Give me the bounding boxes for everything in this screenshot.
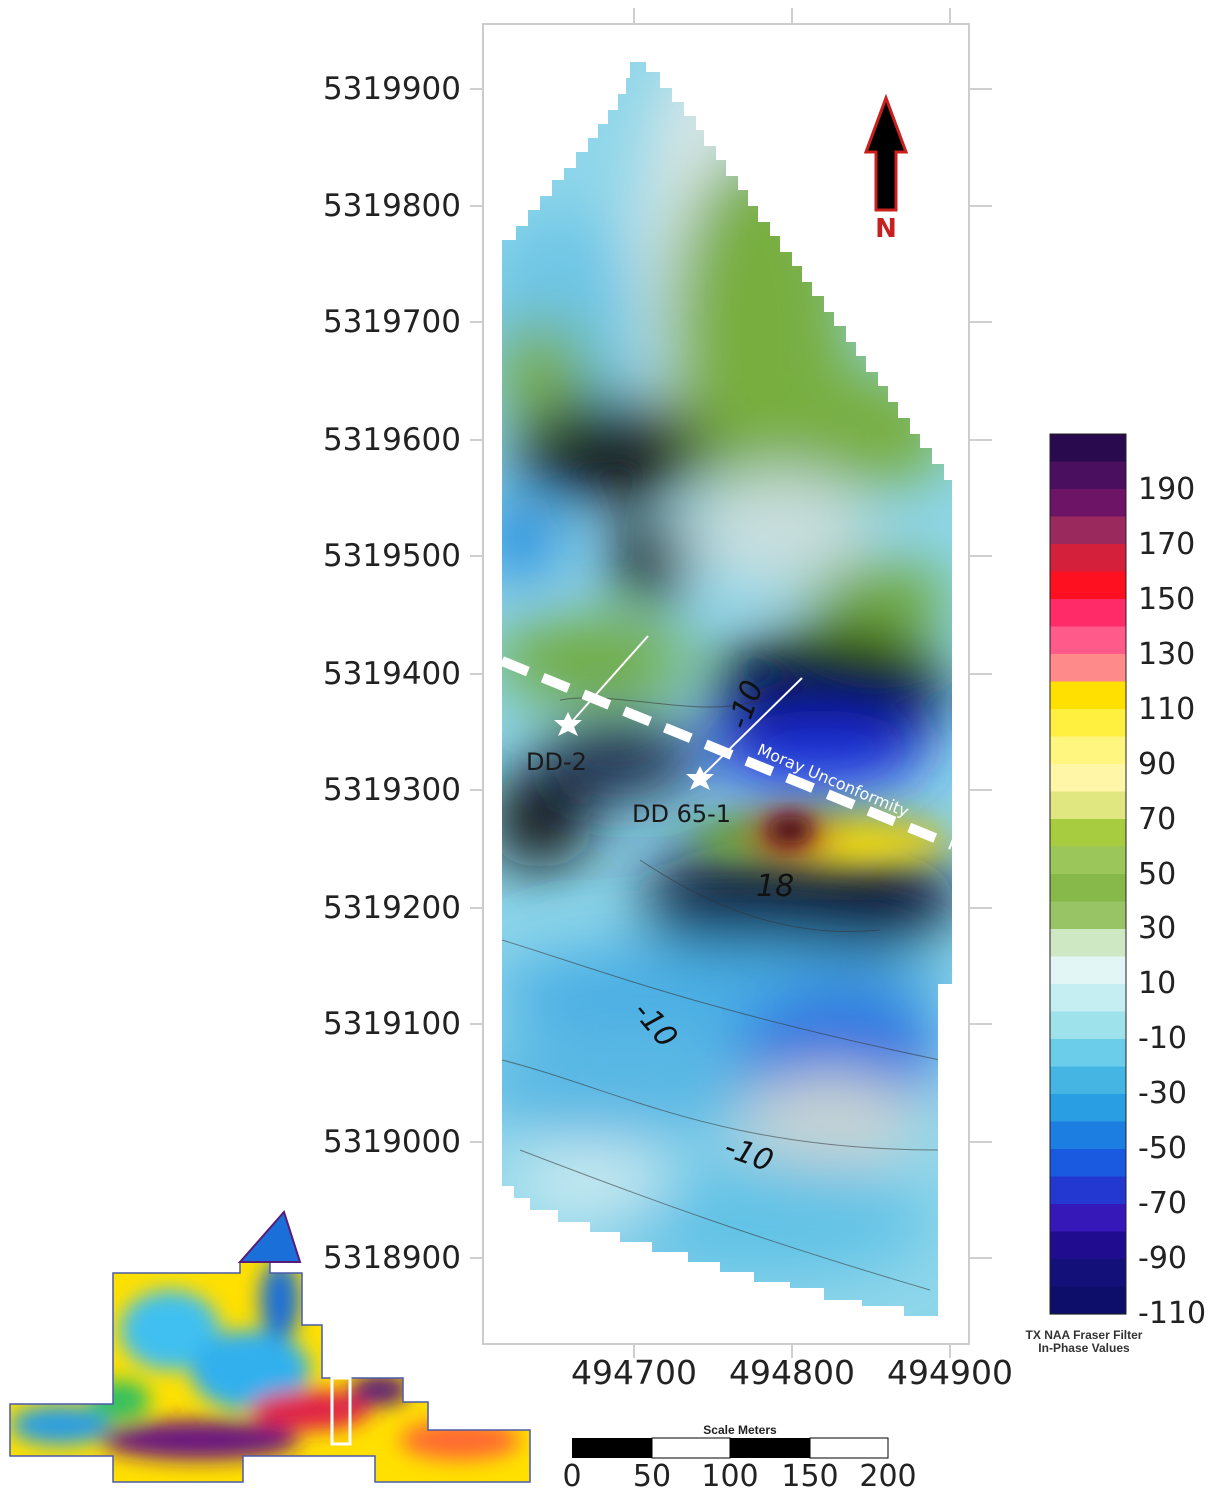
y-tick-label: 5319000 xyxy=(322,1124,461,1160)
legend-label: -50 xyxy=(1138,1131,1187,1167)
legend-swatch xyxy=(1050,764,1126,793)
north-label: N xyxy=(875,214,897,244)
legend-swatch xyxy=(1050,1176,1126,1205)
y-tick-label: 5319500 xyxy=(322,538,461,574)
legend-label: 90 xyxy=(1138,746,1177,782)
legend-title: TX NAA Fraser Filter In-Phase Values xyxy=(996,1329,1172,1355)
legend-swatch xyxy=(1050,929,1126,958)
drill-trace-dd65-1 xyxy=(699,677,803,779)
well-marker-dd65-1 xyxy=(686,766,714,790)
legend-title-line2: In-Phase Values xyxy=(1038,1341,1130,1355)
legend-swatch xyxy=(1050,461,1126,490)
north-arrow-icon xyxy=(863,93,909,212)
legend-label: 30 xyxy=(1138,911,1177,947)
y-tick-label: 5319200 xyxy=(322,890,461,926)
legend-label: 150 xyxy=(1138,581,1196,617)
inset-locator-box xyxy=(330,1376,352,1446)
well-marker-dd2 xyxy=(554,712,582,736)
legend-swatch xyxy=(1050,1204,1126,1233)
y-tick-label: 5319400 xyxy=(322,656,461,692)
legend-swatch xyxy=(1050,1149,1126,1178)
y-tick-marks xyxy=(470,8,992,1358)
scale-label: 50 xyxy=(632,1459,672,1494)
legend-swatch xyxy=(1050,709,1126,738)
legend-swatch xyxy=(1050,1094,1126,1123)
well-label-dd2: DD-2 xyxy=(526,748,587,776)
legend-swatch xyxy=(1050,489,1126,518)
legend-label: 70 xyxy=(1138,801,1177,837)
legend-swatch xyxy=(1050,516,1126,545)
y-tick-label: 5318900 xyxy=(322,1240,461,1276)
legend-swatch xyxy=(1050,1286,1126,1315)
scale-bar xyxy=(572,1437,889,1459)
legend-label: -30 xyxy=(1138,1076,1187,1112)
legend-label: 50 xyxy=(1138,856,1177,892)
scale-label: 200 xyxy=(859,1459,917,1494)
y-tick-label: 5319100 xyxy=(322,1006,461,1042)
legend-swatch xyxy=(1050,1231,1126,1260)
legend-swatch xyxy=(1050,1011,1126,1040)
y-tick-label: 5319300 xyxy=(322,772,461,808)
legend-swatch xyxy=(1050,901,1126,930)
legend-swatch xyxy=(1050,654,1126,683)
legend-label: 130 xyxy=(1138,636,1196,672)
legend-label: -10 xyxy=(1138,1021,1187,1057)
legend-label: 170 xyxy=(1138,526,1196,562)
legend-swatch xyxy=(1050,434,1126,463)
scale-label: 100 xyxy=(701,1459,759,1494)
legend-swatch xyxy=(1050,791,1126,820)
legend-label: -90 xyxy=(1138,1241,1187,1277)
legend-label: -70 xyxy=(1138,1186,1187,1222)
legend-title-line1: TX NAA Fraser Filter xyxy=(1025,1328,1143,1342)
legend-swatch xyxy=(1050,1066,1126,1095)
legend-swatch xyxy=(1050,956,1126,985)
legend-swatch xyxy=(1050,736,1126,765)
legend-label: 110 xyxy=(1138,691,1196,727)
legend-swatch xyxy=(1050,984,1126,1013)
legend-swatch xyxy=(1050,819,1126,848)
legend-swatch xyxy=(1050,626,1126,655)
legend-swatch xyxy=(1050,874,1126,903)
legend-label: 190 xyxy=(1138,472,1196,507)
y-tick-label: 5319700 xyxy=(322,304,461,340)
contour-label: 18 xyxy=(756,869,795,904)
legend-swatch xyxy=(1050,544,1126,573)
legend-swatch xyxy=(1050,571,1126,600)
legend-swatch xyxy=(1050,599,1126,628)
scale-label: 150 xyxy=(781,1459,839,1494)
well-label-dd65-1: DD 65-1 xyxy=(632,800,732,828)
unconformity-line xyxy=(500,656,954,850)
legend-label: -110 xyxy=(1138,1296,1207,1331)
legend-swatch xyxy=(1050,846,1126,875)
legend-swatch xyxy=(1050,1259,1126,1288)
legend-swatch xyxy=(1050,1121,1126,1150)
x-tick-label: 494900 xyxy=(887,1353,1013,1392)
scale-label: 0 xyxy=(562,1459,582,1494)
scale-title: Scale Meters xyxy=(703,1423,777,1437)
x-tick-label: 494800 xyxy=(729,1353,855,1392)
legend-colorbar xyxy=(1050,434,1126,1315)
drill-trace-dd2 xyxy=(567,635,649,727)
legend-swatch xyxy=(1050,681,1126,710)
y-tick-label: 5319800 xyxy=(322,188,461,224)
legend-label: 10 xyxy=(1138,966,1177,1002)
x-tick-label: 494700 xyxy=(571,1353,697,1392)
y-tick-label: 5319900 xyxy=(322,71,461,107)
legend-swatch xyxy=(1050,1039,1126,1068)
y-tick-label: 5319600 xyxy=(322,422,461,458)
